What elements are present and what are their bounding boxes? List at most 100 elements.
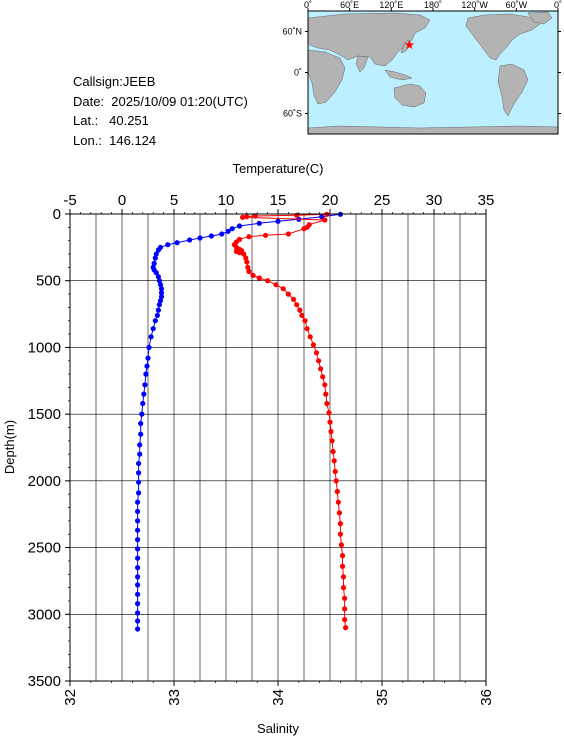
- chart-grid: [70, 214, 486, 681]
- salinity-point: [304, 326, 310, 332]
- map-lon-tick-label: 180˚: [424, 0, 442, 10]
- temperature-point: [152, 318, 158, 324]
- salinity-point: [250, 272, 256, 278]
- salinity-point: [327, 419, 333, 425]
- temperature-series: [135, 211, 343, 632]
- north-america-land: [465, 13, 541, 61]
- salinity-point: [342, 595, 348, 601]
- salinity-point: [243, 255, 249, 261]
- salinity-point: [343, 625, 349, 631]
- temperature-point: [197, 235, 203, 241]
- salinity-point: [294, 302, 300, 308]
- temperature-point: [337, 211, 343, 217]
- indonesia-land: [384, 69, 413, 81]
- depth-tick-label: 500: [36, 273, 61, 290]
- salinity-point: [340, 574, 347, 580]
- temperature-point: [165, 242, 171, 248]
- salinity-point: [299, 312, 305, 318]
- salinity-point: [332, 468, 338, 475]
- salinity-line: [233, 213, 347, 628]
- salinity-point: [285, 231, 291, 237]
- temperature-point: [155, 274, 161, 280]
- temperature-line: [137, 213, 341, 629]
- salinity-point: [246, 234, 252, 240]
- salinity-tick-label: 35: [374, 689, 391, 706]
- temperature-point: [158, 294, 165, 300]
- temperature-point: [156, 278, 162, 284]
- salinity-point: [246, 268, 252, 274]
- temperature-point: [135, 527, 141, 533]
- salinity-point: [324, 211, 330, 217]
- temperature-point: [135, 518, 141, 524]
- temperature-point: [137, 451, 143, 457]
- salinity-point: [285, 291, 291, 297]
- salinity-point: [241, 251, 247, 257]
- temperature-point: [157, 244, 164, 250]
- date-text: Date: 2025/10/09 01:20(UTC): [73, 93, 248, 109]
- temperature-tick-label: 0: [118, 192, 126, 209]
- temperature-point: [152, 255, 158, 261]
- temperature-point: [136, 479, 142, 485]
- temperature-point: [136, 470, 142, 476]
- temperature-point: [157, 282, 164, 288]
- salinity-point: [342, 617, 348, 623]
- map-land: [307, 11, 559, 135]
- temperature-point: [135, 555, 141, 561]
- salinity-point: [313, 350, 320, 356]
- salinity-point: [306, 222, 312, 228]
- temperature-point: [136, 490, 142, 496]
- depth-tick-label: 0: [53, 206, 61, 223]
- salinity-point: [310, 342, 316, 348]
- salinity-point: [339, 553, 346, 559]
- salinity-point: [326, 410, 332, 416]
- temperature-point: [135, 591, 141, 597]
- temperature-point: [256, 220, 262, 226]
- temperature-point: [153, 251, 159, 257]
- salinity-point: [265, 278, 271, 284]
- map-lon-tick-label: 0˚: [554, 0, 562, 10]
- salinity-point: [236, 250, 243, 256]
- salinity-point: [231, 242, 237, 248]
- salinity-point: [324, 400, 330, 407]
- africa-land: [307, 49, 346, 105]
- salinity-point: [339, 563, 346, 569]
- salinity-point: [280, 286, 286, 292]
- salinity-point: [291, 296, 297, 302]
- temperature-point: [142, 382, 148, 388]
- temperature-point: [319, 214, 325, 220]
- map-lon-tick-label: 120˚W: [461, 0, 488, 10]
- temperature-point: [225, 228, 231, 234]
- temperature-point: [135, 574, 141, 580]
- salinity-point: [252, 213, 258, 219]
- temperature-point: [275, 218, 281, 224]
- temperature-point: [151, 267, 157, 273]
- map-lat-tick-label: 0˚: [294, 68, 302, 78]
- plot-frame: [69, 213, 487, 682]
- salinity-point: [233, 239, 239, 245]
- temperature-point: [145, 355, 151, 361]
- temperature-point: [154, 312, 160, 318]
- temperature-point: [143, 371, 149, 377]
- salinity-point: [328, 428, 334, 435]
- lon-text: Lon.: 146.124: [73, 132, 157, 148]
- map-lon-tick-label: 0˚: [304, 0, 312, 10]
- map-lon-tick-label: 60˚E: [340, 0, 359, 10]
- salinity-point: [273, 282, 279, 288]
- salinity-point: [304, 224, 310, 230]
- map-lon-tick-label: 120˚E: [379, 0, 403, 10]
- station-marker-icon: [404, 40, 415, 49]
- greenland-land: [527, 11, 553, 25]
- temperature-point: [136, 460, 142, 467]
- salinity-point: [322, 382, 328, 388]
- temperature-point: [150, 326, 156, 332]
- temperature-point: [229, 226, 235, 232]
- map-lat-tick-label: 60˚N: [282, 27, 302, 37]
- salinity-point: [302, 318, 308, 324]
- temperature-tick-label: 10: [218, 192, 235, 209]
- map-lon-tick-label: 60˚W: [506, 0, 528, 10]
- salinity-point: [331, 458, 337, 464]
- temperature-point: [296, 216, 302, 222]
- temperature-point: [157, 298, 164, 304]
- temperature-point: [135, 626, 141, 632]
- temperature-point: [155, 307, 161, 313]
